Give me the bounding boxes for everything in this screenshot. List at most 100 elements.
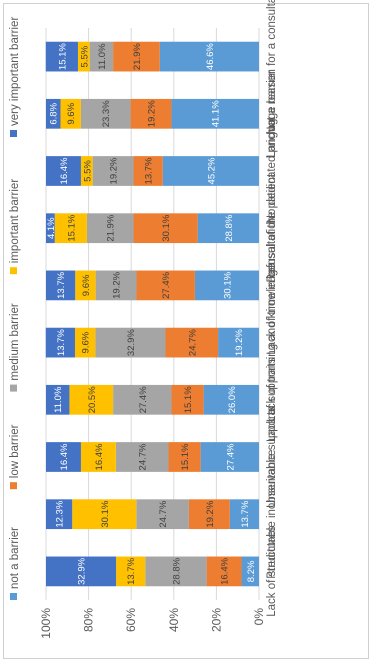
bar-segment — [46, 98, 61, 129]
category-label: Lack of time in consultation — [266, 216, 278, 355]
bar-segment — [80, 442, 116, 472]
data-label: 41.1% — [211, 100, 222, 127]
data-label: 21.9% — [106, 214, 117, 241]
bar-segment — [116, 556, 146, 587]
data-label: 32.9% — [126, 329, 137, 356]
y-tick-label: 40% — [167, 608, 181, 632]
bar-segment — [197, 213, 260, 244]
legend-label: not a barrier — [9, 527, 21, 589]
bar-segment — [45, 41, 78, 72]
bar-segment — [113, 41, 160, 72]
bar-segment — [60, 98, 81, 129]
category-label: Lack of supports — [266, 357, 278, 442]
data-label: 19.2% — [112, 271, 123, 298]
bar-segment — [206, 556, 242, 587]
bar-segment — [74, 327, 96, 358]
bar-segment — [241, 556, 259, 587]
bar-segment — [200, 442, 259, 472]
data-label: 45.2% — [206, 157, 217, 184]
data-label: 30.1% — [100, 500, 111, 527]
y-axis-tick-labels: 0% 20% 40% 60% 80% 100% — [39, 608, 266, 639]
category-label: No dedicated pricing — [266, 119, 278, 224]
data-label: 15.1% — [183, 386, 194, 413]
data-label: 4.1% — [46, 217, 57, 239]
chart-frame — [3, 3, 369, 659]
bar-segment — [46, 499, 73, 530]
data-label: 16.4% — [59, 443, 70, 470]
data-label: 8.2% — [246, 560, 257, 582]
bar-segment — [203, 384, 259, 415]
y-tick-label: 0% — [252, 608, 266, 626]
legend-swatch — [10, 482, 17, 490]
data-label: 16.4% — [59, 157, 70, 184]
bar-segment — [113, 384, 172, 415]
data-label: 24.7% — [138, 443, 149, 470]
data-label: 27.4% — [225, 443, 236, 470]
data-label: 19.2% — [147, 100, 158, 127]
data-label: 13.7% — [240, 500, 251, 527]
bar-segment — [77, 41, 90, 72]
category-label: Unsuitable supports — [266, 406, 278, 508]
category-label: Lack of structures — [266, 526, 278, 617]
data-label: 5.5% — [79, 45, 90, 67]
y-tick-label: 80% — [82, 608, 96, 632]
data-label: 13.7% — [56, 271, 67, 298]
data-label: 15.1% — [57, 43, 68, 70]
bar-segment — [162, 156, 259, 186]
data-label: 11.0% — [97, 43, 108, 70]
bar-segment — [72, 499, 137, 530]
bar-segment — [95, 327, 166, 358]
data-label: 28.8% — [224, 214, 235, 241]
bar-segment — [46, 384, 70, 415]
category-label: Lack of training and knowledge — [266, 263, 278, 422]
category-label: Predictable inobservance — [266, 450, 278, 579]
legend-swatch — [10, 593, 17, 600]
data-label: 15.1% — [66, 214, 77, 241]
data-label: 30.1% — [222, 271, 233, 298]
data-label: 21.9% — [132, 43, 143, 70]
bar-segment — [89, 41, 114, 72]
bar-segment — [218, 327, 260, 358]
y-tick-label: 100% — [39, 608, 53, 639]
bar-segment — [159, 41, 260, 72]
legend-swatch — [10, 267, 17, 275]
bars: 8.2% 16.4% 28.8% 13.7% 32.9% 13.7% 19.2% 24.7% 3… — [45, 41, 260, 587]
bar-segment — [80, 98, 131, 129]
bar-segment — [115, 442, 169, 472]
bar-segment — [46, 213, 55, 244]
y-tick-label: 60% — [124, 608, 138, 632]
bar-segment — [168, 442, 201, 472]
data-label: 30.1% — [161, 214, 172, 241]
data-label: 27.4% — [138, 386, 149, 413]
data-label: 9.6% — [81, 274, 92, 296]
bar-segment — [194, 270, 259, 301]
data-label: 19.2% — [109, 157, 120, 184]
data-label: 13.7% — [56, 329, 67, 356]
legend: not a barrier low barrier medium barrier im… — [9, 17, 21, 600]
bar-segment — [130, 98, 172, 129]
data-label: 6.8% — [49, 102, 60, 124]
bar-segment — [54, 213, 87, 244]
data-label: 12.3% — [55, 500, 66, 527]
bar-segment — [92, 156, 134, 186]
bar-segment — [133, 213, 198, 244]
legend-label: low barrier — [9, 424, 21, 478]
bar-segment — [145, 556, 207, 587]
data-label: 24.7% — [187, 329, 198, 356]
data-label: 13.7% — [126, 557, 137, 584]
y-tick-label: 20% — [209, 608, 223, 632]
bar-segment — [171, 384, 204, 415]
data-label: 19.2% — [234, 329, 245, 356]
legend-label: important barrier — [9, 179, 21, 264]
bar-segment — [136, 270, 195, 301]
bar-segment — [165, 327, 219, 358]
data-label: 32.9% — [77, 557, 88, 584]
bar-segment — [80, 156, 93, 186]
legend-swatch — [10, 130, 17, 137]
data-label: 16.4% — [94, 443, 105, 470]
category-label: Language barrier — [266, 70, 278, 158]
